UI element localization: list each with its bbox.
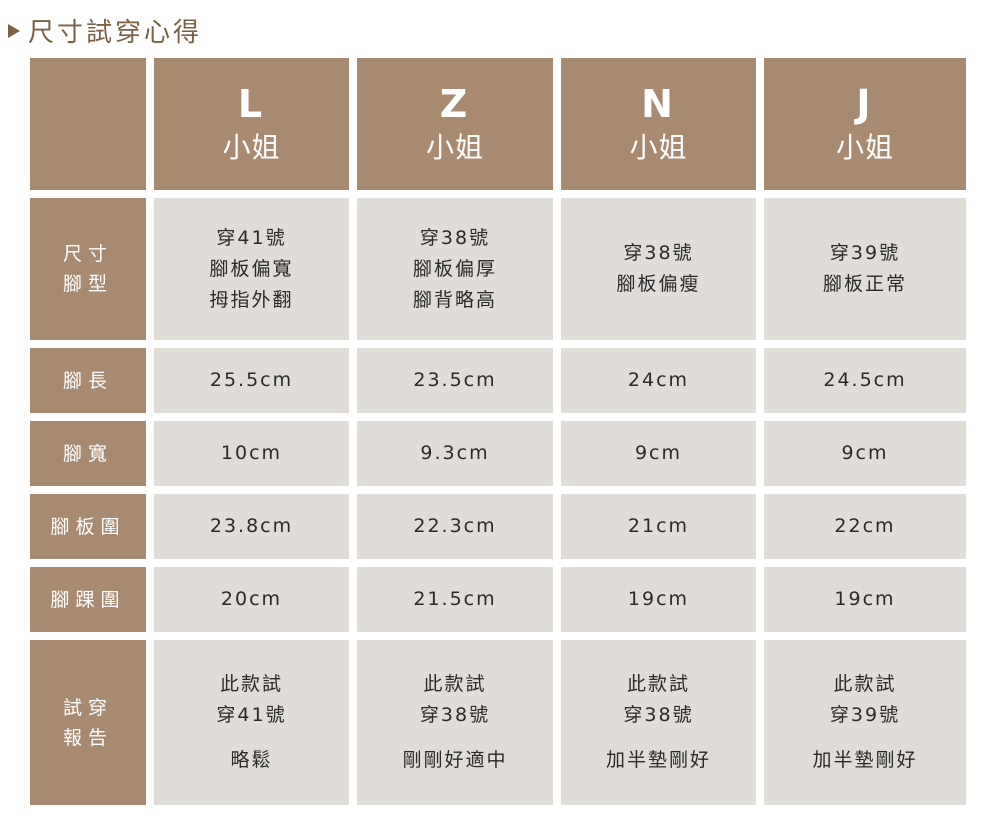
table-cell: 穿39號腳板正常 bbox=[764, 198, 966, 340]
column-header: L 小姐 bbox=[154, 58, 349, 190]
cell-line: 22cm bbox=[834, 515, 896, 537]
cell-line: 9.3cm bbox=[420, 442, 490, 464]
column-header: Z 小姐 bbox=[357, 58, 553, 190]
table-cell: 21.5cm bbox=[357, 567, 553, 632]
cell-line: 穿38號 bbox=[419, 704, 491, 726]
cell-line: 加半墊剛好 bbox=[812, 749, 918, 771]
row-label: 腳板圍 bbox=[30, 494, 146, 559]
table-cell: 穿38號腳板偏厚腳背略高 bbox=[357, 198, 553, 340]
table-cell: 穿41號腳板偏寬拇指外翻 bbox=[154, 198, 349, 340]
cell-line: 9cm bbox=[634, 442, 683, 464]
person-suffix: 小姐 bbox=[629, 131, 688, 164]
person-letter: Z bbox=[439, 82, 469, 126]
table-cell: 此款試穿38號加半墊剛好 bbox=[561, 640, 756, 805]
column-header: J 小姐 bbox=[764, 58, 966, 190]
column-header: N 小姐 bbox=[561, 58, 756, 190]
cell-line: 剛剛好適中 bbox=[402, 749, 508, 771]
table-cell: 19cm bbox=[764, 567, 966, 632]
row-label-line: 報告 bbox=[62, 726, 113, 749]
cell-line: 穿38號 bbox=[623, 242, 694, 264]
table-cell: 21cm bbox=[561, 494, 756, 559]
table-cell: 25.5cm bbox=[154, 348, 349, 413]
cell-line: 略鬆 bbox=[230, 749, 273, 771]
table-cell: 此款試穿39號加半墊剛好 bbox=[764, 640, 966, 805]
row-label-line: 腳板圍 bbox=[50, 515, 126, 538]
table-cell: 穿38號腳板偏瘦 bbox=[561, 198, 756, 340]
row-label: 尺寸 腳型 bbox=[30, 198, 146, 340]
cell-line: 此款試 bbox=[219, 673, 283, 695]
person-suffix: 小姐 bbox=[222, 131, 281, 164]
person-letter: N bbox=[641, 82, 674, 126]
cell-line: 腳板偏寬 bbox=[209, 257, 294, 280]
row-label: 腳寬 bbox=[30, 421, 146, 486]
cell-line: 10cm bbox=[220, 442, 283, 464]
cell-line: 19cm bbox=[834, 588, 896, 610]
table-cell: 22.3cm bbox=[357, 494, 553, 559]
cell-line: 穿38號 bbox=[419, 226, 491, 249]
cell-line: 25.5cm bbox=[209, 369, 294, 391]
table-cell: 19cm bbox=[561, 567, 756, 632]
cell-line: 加半墊剛好 bbox=[605, 749, 711, 771]
cell-line: 腳板偏厚 bbox=[412, 257, 497, 280]
cell-line: 21cm bbox=[627, 515, 690, 537]
row-label: 試穿 報告 bbox=[30, 640, 146, 805]
cell-line: 19cm bbox=[627, 588, 690, 610]
table-cell: 22cm bbox=[764, 494, 966, 559]
cell-line: 穿39號 bbox=[829, 704, 901, 726]
cell-line: 腳背略高 bbox=[412, 288, 497, 311]
cell-line: 穿41號 bbox=[216, 704, 287, 726]
person-suffix: 小姐 bbox=[425, 131, 484, 164]
section-title: 尺寸試穿心得 bbox=[8, 12, 202, 49]
table-cell: 10cm bbox=[154, 421, 349, 486]
table-cell: 此款試穿38號剛剛好適中 bbox=[357, 640, 553, 805]
cell-line: 腳板正常 bbox=[822, 273, 907, 295]
cell-line: 23.5cm bbox=[413, 369, 497, 391]
table-cell: 9cm bbox=[561, 421, 756, 486]
cell-line: 9cm bbox=[841, 442, 889, 464]
cell-line: 24.5cm bbox=[823, 369, 907, 391]
row-label-line: 腳長 bbox=[62, 369, 113, 392]
size-table: L 小姐 Z 小姐 N 小姐 J 小姐 尺寸 腳型 穿41號 腳板偏寬 拇指外翻 穿38號 腳板偏厚 腳背略高… bbox=[30, 58, 966, 805]
table-cell: 20cm bbox=[154, 567, 349, 632]
cell-line: 21.5cm bbox=[413, 588, 497, 610]
table-cell: 23.8cm bbox=[154, 494, 349, 559]
cell-line: 穿38號 bbox=[623, 704, 694, 726]
table-cell: 24.5cm bbox=[764, 348, 966, 413]
section-title-text: 尺寸試穿心得 bbox=[28, 18, 203, 48]
person-letter: J bbox=[856, 82, 872, 126]
triangle-bullet-icon bbox=[8, 23, 20, 38]
row-label-line: 尺寸 bbox=[62, 243, 113, 265]
cell-line: 24cm bbox=[627, 369, 690, 391]
table-cell: 23.5cm bbox=[357, 348, 553, 413]
cell-line: 穿41號 bbox=[216, 226, 287, 249]
person-letter: L bbox=[237, 82, 264, 126]
row-label-line: 腳型 bbox=[62, 273, 113, 295]
table-corner bbox=[30, 58, 146, 190]
cell-line: 22.3cm bbox=[413, 515, 497, 537]
cell-line: 腳板偏瘦 bbox=[616, 273, 701, 295]
cell-line: 此款試 bbox=[626, 673, 690, 695]
table-cell: 此款試穿41號略鬆 bbox=[154, 640, 349, 805]
table-cell: 9.3cm bbox=[357, 421, 553, 486]
person-suffix: 小姐 bbox=[835, 131, 894, 164]
row-label-line: 腳踝圍 bbox=[50, 588, 126, 611]
cell-line: 23.8cm bbox=[209, 515, 294, 537]
row-label-line: 腳寬 bbox=[62, 442, 113, 465]
table-cell: 9cm bbox=[764, 421, 966, 486]
row-label: 腳長 bbox=[30, 348, 146, 413]
cell-line: 此款試 bbox=[423, 673, 487, 695]
cell-line: 拇指外翻 bbox=[209, 288, 294, 311]
row-label-line: 試穿 bbox=[62, 696, 113, 719]
cell-line: 此款試 bbox=[833, 673, 897, 695]
table-cell: 24cm bbox=[561, 348, 756, 413]
cell-line: 穿39號 bbox=[829, 242, 901, 264]
cell-line: 20cm bbox=[220, 588, 283, 610]
row-label: 腳踝圍 bbox=[30, 567, 146, 632]
